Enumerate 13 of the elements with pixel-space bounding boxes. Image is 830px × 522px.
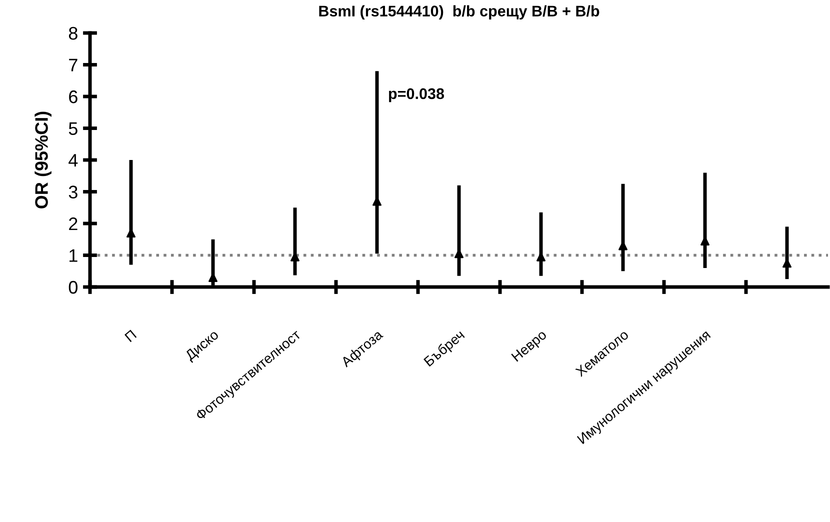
y-tick-label: 0 bbox=[68, 280, 78, 294]
y-tick-label: 5 bbox=[68, 122, 78, 135]
y-tick-label: 1 bbox=[70, 249, 78, 262]
y-tick-label: 2 bbox=[69, 217, 78, 230]
y-tick-label: 8 bbox=[68, 26, 78, 40]
y-axis-title: OR (95%CI) bbox=[34, 112, 52, 208]
y-tick-label: 3 bbox=[68, 186, 78, 198]
y-tick-label: 7 bbox=[69, 58, 78, 72]
x-tick-label: П bbox=[124, 330, 137, 342]
chart-title: BsmI (rs1544410) b/b срещу B/B + B/b bbox=[319, 5, 600, 20]
annotation: p=0.038 bbox=[389, 88, 444, 102]
y-tick-label: 4 bbox=[68, 154, 78, 167]
y-tick-label: 6 bbox=[69, 90, 78, 104]
